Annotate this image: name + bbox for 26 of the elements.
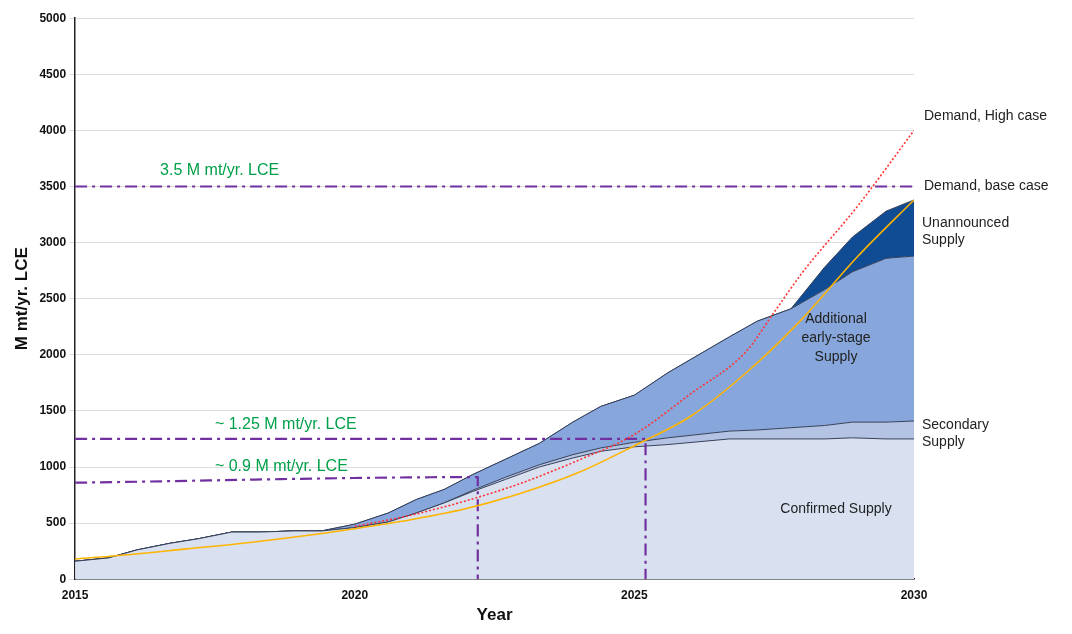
y-tick-label: 500: [46, 515, 67, 530]
x-tick-label: 2030: [900, 587, 928, 602]
y-tick-label: 5000: [39, 10, 67, 25]
annotation: ~ 0.9 M mt/yr. LCE: [214, 456, 348, 474]
series-label: Unannounced Supply: [922, 214, 1010, 248]
ref-line-label: 3.5 M mt/yr. LCE: [160, 160, 280, 178]
y-tick-label: 2500: [39, 291, 67, 306]
series-label: Demand, base case: [924, 176, 1049, 193]
y-tick-label: 3500: [39, 178, 67, 193]
y-tick-label: 0: [59, 571, 67, 586]
series-label: Secondary Supply: [922, 416, 989, 450]
y-tick-label: 2000: [39, 347, 67, 362]
series-label: Demand, High case: [924, 107, 1048, 124]
x-tick-label: 2015: [61, 587, 89, 602]
y-tick-label: 1000: [39, 459, 67, 474]
y-tick-label: 4000: [39, 122, 67, 137]
y-tick-label: 1500: [39, 403, 67, 418]
series-label: Additional early-stage Supply: [801, 310, 871, 365]
x-tick-label: 2020: [341, 587, 369, 602]
y-axis-title: M mt/yr. LCE: [11, 247, 31, 351]
x-tick-label: 2025: [621, 587, 649, 602]
y-tick-label: 3000: [39, 234, 67, 249]
series-label: Confirmed Supply: [780, 499, 892, 516]
x-axis-title: Year: [476, 605, 513, 625]
annotation: ~ 1.25 M mt/yr. LCE: [214, 415, 357, 433]
y-tick-label: 4500: [39, 66, 67, 81]
